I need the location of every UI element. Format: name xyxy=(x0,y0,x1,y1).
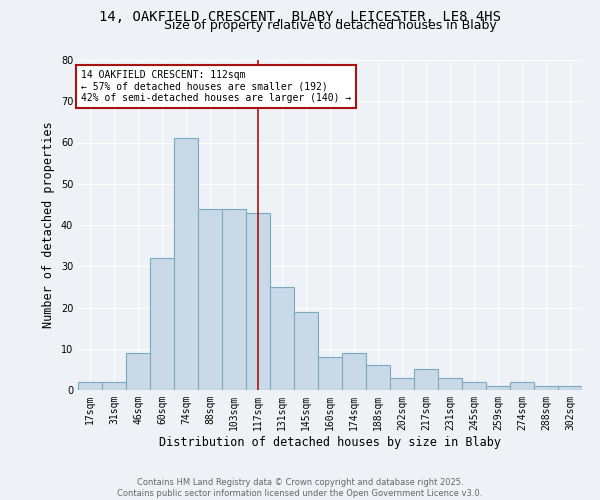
Bar xyxy=(102,382,126,390)
Bar xyxy=(150,258,174,390)
Bar xyxy=(558,386,582,390)
X-axis label: Distribution of detached houses by size in Blaby: Distribution of detached houses by size … xyxy=(159,436,501,448)
Text: Contains HM Land Registry data © Crown copyright and database right 2025.
Contai: Contains HM Land Registry data © Crown c… xyxy=(118,478,482,498)
Bar xyxy=(486,386,510,390)
Bar xyxy=(510,382,534,390)
Title: Size of property relative to detached houses in Blaby: Size of property relative to detached ho… xyxy=(164,20,496,32)
Bar xyxy=(270,287,294,390)
Bar xyxy=(294,312,318,390)
Bar xyxy=(198,208,222,390)
Bar xyxy=(342,353,366,390)
Bar xyxy=(246,212,270,390)
Bar xyxy=(438,378,462,390)
Bar xyxy=(462,382,486,390)
Bar xyxy=(78,382,102,390)
Bar xyxy=(222,208,246,390)
Bar xyxy=(366,365,390,390)
Bar xyxy=(390,378,414,390)
Text: 14, OAKFIELD CRESCENT, BLABY, LEICESTER, LE8 4HS: 14, OAKFIELD CRESCENT, BLABY, LEICESTER,… xyxy=(99,10,501,24)
Y-axis label: Number of detached properties: Number of detached properties xyxy=(42,122,55,328)
Bar xyxy=(174,138,198,390)
Bar xyxy=(126,353,150,390)
Text: 14 OAKFIELD CRESCENT: 112sqm
← 57% of detached houses are smaller (192)
42% of s: 14 OAKFIELD CRESCENT: 112sqm ← 57% of de… xyxy=(80,70,351,103)
Bar xyxy=(414,370,438,390)
Bar xyxy=(318,357,342,390)
Bar xyxy=(534,386,558,390)
